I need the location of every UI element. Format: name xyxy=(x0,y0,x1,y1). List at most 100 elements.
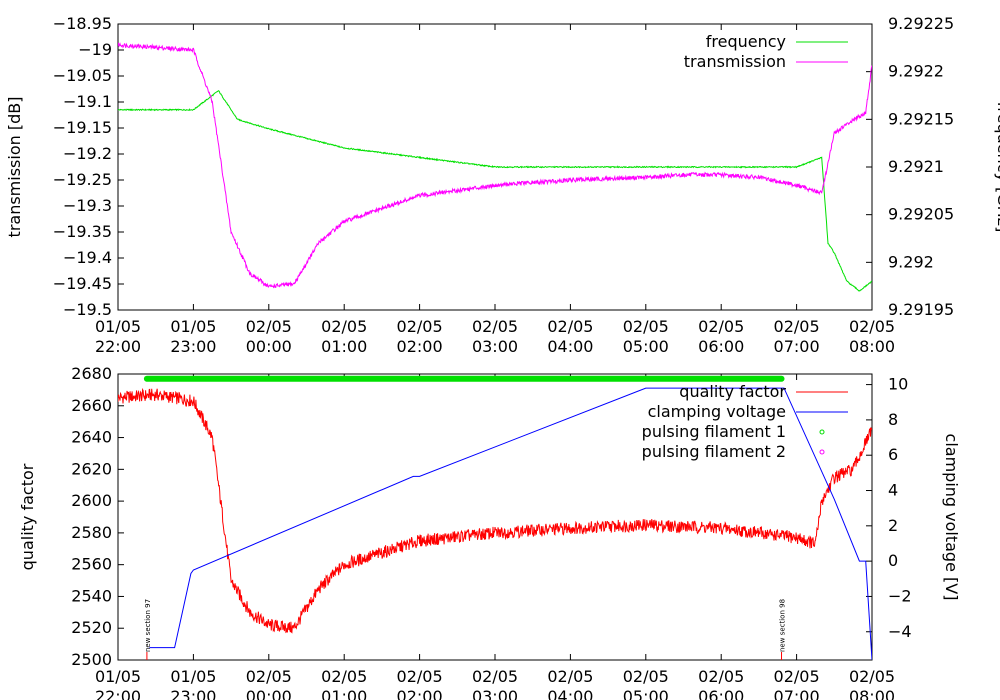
top-x-tick-label-date: 02/05 xyxy=(849,317,895,336)
top-y2-tick-label: 9.29205 xyxy=(888,205,954,224)
top-x-tick-label-time: 22:00 xyxy=(95,337,141,356)
bottom-x-tick-label-date: 02/05 xyxy=(698,667,744,686)
bottom-x-tick-label-date: 01/05 xyxy=(95,667,141,686)
top-x-tick-label-time: 06:00 xyxy=(698,337,744,356)
bottom-y-axis-label: quality factor xyxy=(18,463,37,570)
bottom-chart-panel: 01/0522:0001/0523:0002/0500:0002/0501:00… xyxy=(18,364,961,700)
annotation-section: new section 98 xyxy=(779,599,787,652)
bottom-y2-axis-label: clamping voltage [V] xyxy=(942,434,961,601)
bottom-y-tick-label: 2580 xyxy=(71,523,112,542)
top-x-tick-label-time: 02:00 xyxy=(397,337,443,356)
bottom-x-tick-label-date: 02/05 xyxy=(774,667,820,686)
bottom-x-tick-label-date: 02/05 xyxy=(623,667,669,686)
top-x-tick-label-date: 02/05 xyxy=(774,317,820,336)
top-y-tick-label: −19.2 xyxy=(63,144,112,163)
top-x-tick-label-time: 03:00 xyxy=(472,337,518,356)
top-y-tick-label: −19.45 xyxy=(53,274,112,293)
top-y-tick-label: −19.15 xyxy=(53,118,112,137)
top-x-tick-label-time: 08:00 xyxy=(849,337,895,356)
bottom-x-tick-label-time: 01:00 xyxy=(321,687,367,700)
top-y2-tick-label: 9.2921 xyxy=(888,157,944,176)
top-y-tick-label: −19.3 xyxy=(63,196,112,215)
top-x-tick-label-time: 05:00 xyxy=(623,337,669,356)
top-y2-axis-label: frequency [GHz] xyxy=(994,102,1000,233)
bottom-y2-tick-label: 6 xyxy=(888,445,898,464)
top-y-tick-label: −19.4 xyxy=(63,248,112,267)
bottom-y2-tick-label: 10 xyxy=(888,375,908,394)
bottom-y-tick-label: 2620 xyxy=(71,459,112,478)
top-x-tick-label-date: 01/05 xyxy=(95,317,141,336)
top-y-tick-label: −19.35 xyxy=(53,222,112,241)
top-y2-tick-label: 9.2922 xyxy=(888,62,944,81)
top-x-tick-label-date: 02/05 xyxy=(472,317,518,336)
top-x-tick-label-date: 01/05 xyxy=(170,317,216,336)
bottom-y-tick-label: 2640 xyxy=(71,428,112,447)
bottom-x-tick-label-time: 02:00 xyxy=(397,687,443,700)
annotation-section: new section 97 xyxy=(144,599,152,652)
bottom-x-tick-label-date: 02/05 xyxy=(547,667,593,686)
top-y-axis-label: transmission [dB] xyxy=(5,97,24,238)
legend-label-frequency: frequency xyxy=(706,32,786,51)
bottom-y-tick-label: 2500 xyxy=(71,650,112,669)
legend-marker-pulsing-filament-2 xyxy=(819,449,825,455)
bottom-y-tick-label: 2560 xyxy=(71,555,112,574)
bottom-y-tick-label: 2660 xyxy=(71,396,112,415)
series-frequency-line xyxy=(118,90,872,292)
bottom-x-tick-label-time: 08:00 xyxy=(849,687,895,700)
top-x-tick-label-time: 04:00 xyxy=(547,337,593,356)
top-y-tick-label: −19.25 xyxy=(53,170,112,189)
top-x-tick-label-date: 02/05 xyxy=(698,317,744,336)
top-y2-tick-label: 9.29215 xyxy=(888,109,954,128)
legend-label-clamping-voltage: clamping voltage xyxy=(648,402,786,421)
bottom-x-tick-label-date: 02/05 xyxy=(397,667,443,686)
bottom-x-tick-label-time: 06:00 xyxy=(698,687,744,700)
series-quality-factor-line xyxy=(118,387,872,634)
bottom-y2-tick-label: −4 xyxy=(888,622,912,641)
top-x-tick-label-time: 00:00 xyxy=(246,337,292,356)
bottom-y2-tick-label: 4 xyxy=(888,481,898,500)
bottom-x-tick-label-date: 02/05 xyxy=(321,667,367,686)
top-y2-tick-label: 9.29195 xyxy=(888,300,954,319)
bottom-x-tick-label-time: 04:00 xyxy=(547,687,593,700)
bottom-x-tick-label-time: 05:00 xyxy=(623,687,669,700)
top-x-tick-label-date: 02/05 xyxy=(321,317,367,336)
bottom-y2-tick-label: 8 xyxy=(888,410,898,429)
legend-label-pulsing-filament-2: pulsing filament 2 xyxy=(642,442,786,461)
bottom-x-tick-label-time: 00:00 xyxy=(246,687,292,700)
top-x-tick-label-date: 02/05 xyxy=(547,317,593,336)
top-x-tick-label-time: 23:00 xyxy=(170,337,216,356)
top-y2-tick-label: 9.29225 xyxy=(888,14,954,33)
bottom-y2-tick-label: 2 xyxy=(888,516,898,535)
bottom-y2-tick-label: 0 xyxy=(888,551,898,570)
top-chart-panel: 01/0522:0001/0523:0002/0500:0002/0501:00… xyxy=(5,14,1000,356)
series-clamping-voltage-line xyxy=(149,387,872,660)
top-y-tick-label: −19.1 xyxy=(63,92,112,111)
top-x-tick-label-date: 02/05 xyxy=(246,317,292,336)
top-y-tick-label: −19.5 xyxy=(63,300,112,319)
top-y-tick-label: −19.05 xyxy=(53,66,112,85)
bottom-x-tick-label-time: 07:00 xyxy=(774,687,820,700)
legend-label-pulsing-filament-1: pulsing filament 1 xyxy=(642,422,786,441)
top-x-tick-label-date: 02/05 xyxy=(397,317,443,336)
legend-marker-pulsing-filament-1 xyxy=(819,429,825,435)
top-y2-tick-label: 9.292 xyxy=(888,252,934,271)
bottom-y-tick-label: 2540 xyxy=(71,586,112,605)
bottom-x-tick-label-time: 03:00 xyxy=(472,687,518,700)
bottom-x-tick-label-time: 23:00 xyxy=(170,687,216,700)
bottom-x-tick-label-date: 02/05 xyxy=(849,667,895,686)
bottom-y-tick-label: 2600 xyxy=(71,491,112,510)
top-y-tick-label: −18.95 xyxy=(53,14,112,33)
legend-label-quality-factor: quality factor xyxy=(679,382,786,401)
bottom-x-tick-label-time: 22:00 xyxy=(95,687,141,700)
bottom-x-tick-label-date: 01/05 xyxy=(170,667,216,686)
bottom-y-tick-label: 2520 xyxy=(71,618,112,637)
bottom-y-tick-label: 2680 xyxy=(71,364,112,383)
legend-label-transmission: transmission xyxy=(684,52,786,71)
top-x-tick-label-time: 07:00 xyxy=(774,337,820,356)
top-y-tick-label: −19 xyxy=(78,40,112,59)
series-transmission-line xyxy=(118,42,872,289)
top-x-tick-label-date: 02/05 xyxy=(623,317,669,336)
bottom-x-tick-label-date: 02/05 xyxy=(472,667,518,686)
top-x-tick-label-time: 01:00 xyxy=(321,337,367,356)
